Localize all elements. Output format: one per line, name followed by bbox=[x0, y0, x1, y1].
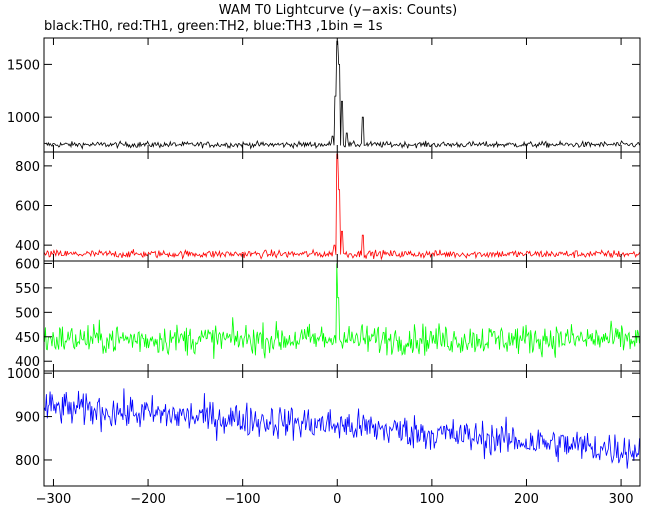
y-tick-label: 800 bbox=[15, 160, 40, 175]
chart-title: WAM T0 Lightcurve (y−axis: Counts) bbox=[219, 3, 457, 18]
x-tick-label: 100 bbox=[419, 492, 444, 505]
y-tick-label: 800 bbox=[15, 454, 40, 469]
x-tick-label: 0 bbox=[333, 492, 341, 505]
series-line-TH2 bbox=[44, 263, 640, 359]
panels-group: 1000150040060080040045050055060080090010… bbox=[7, 37, 641, 505]
series-line-TH0 bbox=[44, 40, 640, 150]
y-tick-label: 400 bbox=[15, 239, 40, 254]
y-tick-label: 550 bbox=[15, 282, 40, 297]
y-tick-label: 500 bbox=[15, 306, 40, 321]
y-tick-label: 1000 bbox=[7, 367, 40, 382]
y-tick-label: 400 bbox=[15, 355, 40, 370]
y-tick-label: 1500 bbox=[7, 58, 40, 73]
panel-frame-TH2 bbox=[43, 260, 641, 372]
panel-frame-TH1 bbox=[43, 151, 641, 262]
series-line-TH1 bbox=[44, 153, 640, 261]
panel-frame-TH3 bbox=[43, 370, 641, 487]
y-tick-label: 600 bbox=[15, 257, 40, 272]
series-line-TH3 bbox=[44, 388, 640, 469]
x-tick-label: −100 bbox=[225, 492, 261, 505]
x-tick-label: −200 bbox=[130, 492, 166, 505]
y-tick-label: 900 bbox=[15, 411, 40, 426]
y-tick-label: 600 bbox=[15, 200, 40, 215]
x-tick-label: 300 bbox=[609, 492, 634, 505]
y-tick-label: 450 bbox=[15, 331, 40, 346]
x-tick-label: 200 bbox=[514, 492, 539, 505]
x-tick-label: −300 bbox=[36, 492, 72, 505]
chart-subtitle: black:TH0, red:TH1, green:TH2, blue:TH3 … bbox=[44, 19, 383, 34]
y-tick-label: 1000 bbox=[7, 111, 40, 126]
panel-frame-TH0 bbox=[43, 37, 641, 153]
